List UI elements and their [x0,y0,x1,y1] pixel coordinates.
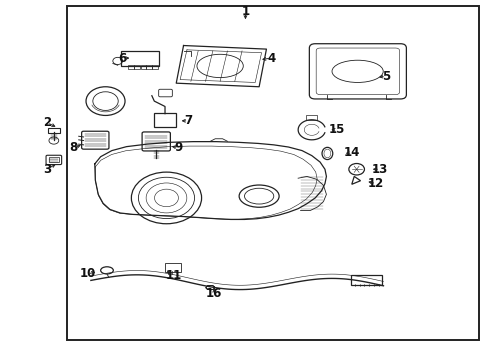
Text: 4: 4 [266,51,275,64]
Text: 14: 14 [343,145,359,158]
Text: 6: 6 [118,51,126,64]
Text: 8: 8 [70,141,78,154]
Text: 12: 12 [367,177,384,190]
Text: 11: 11 [165,269,182,282]
Text: 7: 7 [184,114,192,127]
Text: 5: 5 [381,69,389,82]
Text: 3: 3 [43,163,51,176]
Text: 10: 10 [79,267,96,280]
Text: 2: 2 [43,116,51,129]
Text: 16: 16 [205,287,222,300]
Text: 9: 9 [174,141,183,154]
Text: 1: 1 [241,5,249,18]
Text: 13: 13 [371,163,387,176]
Text: 15: 15 [328,123,345,136]
